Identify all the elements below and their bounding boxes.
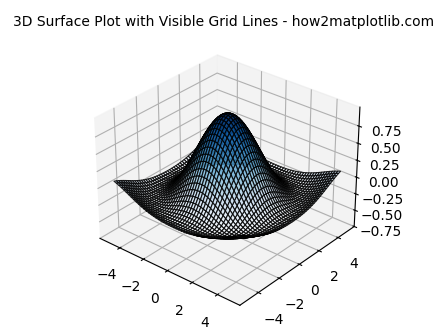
Title: 3D Surface Plot with Visible Grid Lines - how2matplotlib.com: 3D Surface Plot with Visible Grid Lines … xyxy=(13,15,435,29)
